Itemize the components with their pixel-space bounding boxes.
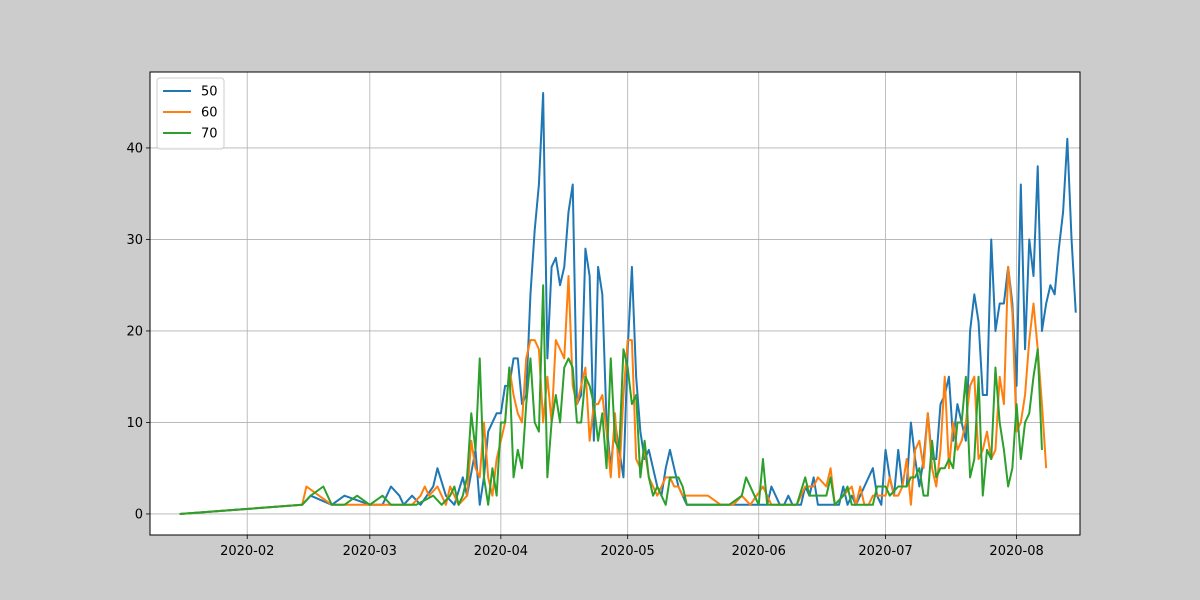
x-tick-label: 2020-03 <box>343 544 397 559</box>
x-tick-label: 2020-05 <box>601 544 655 559</box>
x-tick-label: 2020-08 <box>989 544 1043 559</box>
legend: 50 60 70 <box>156 77 225 150</box>
x-axis: 2020-02 2020-03 2020-04 2020-05 2020-06 2020-… <box>220 535 1044 559</box>
y-tick-label: 30 <box>126 233 143 248</box>
series-lines <box>179 92 1077 515</box>
x-tick-label: 2020-02 <box>220 544 274 559</box>
legend-label-70: 70 <box>201 127 218 142</box>
y-tick-label: 40 <box>126 141 143 156</box>
y-axis: 0 10 20 30 40 <box>126 141 150 522</box>
y-tick-label: 10 <box>126 416 143 431</box>
x-tick-label: 2020-06 <box>732 544 786 559</box>
legend-label-60: 60 <box>201 106 218 121</box>
plot-frame <box>149 71 1081 536</box>
y-tick-label: 20 <box>126 324 143 339</box>
series-line-70 <box>179 284 1043 515</box>
series-line-60 <box>179 265 1048 515</box>
legend-label-50: 50 <box>201 85 218 100</box>
y-tick-label: 0 <box>135 507 143 522</box>
legend-box <box>156 77 225 150</box>
x-tick-label: 2020-04 <box>474 544 528 559</box>
x-tick-label: 2020-07 <box>858 544 912 559</box>
plot-area <box>150 72 1080 535</box>
